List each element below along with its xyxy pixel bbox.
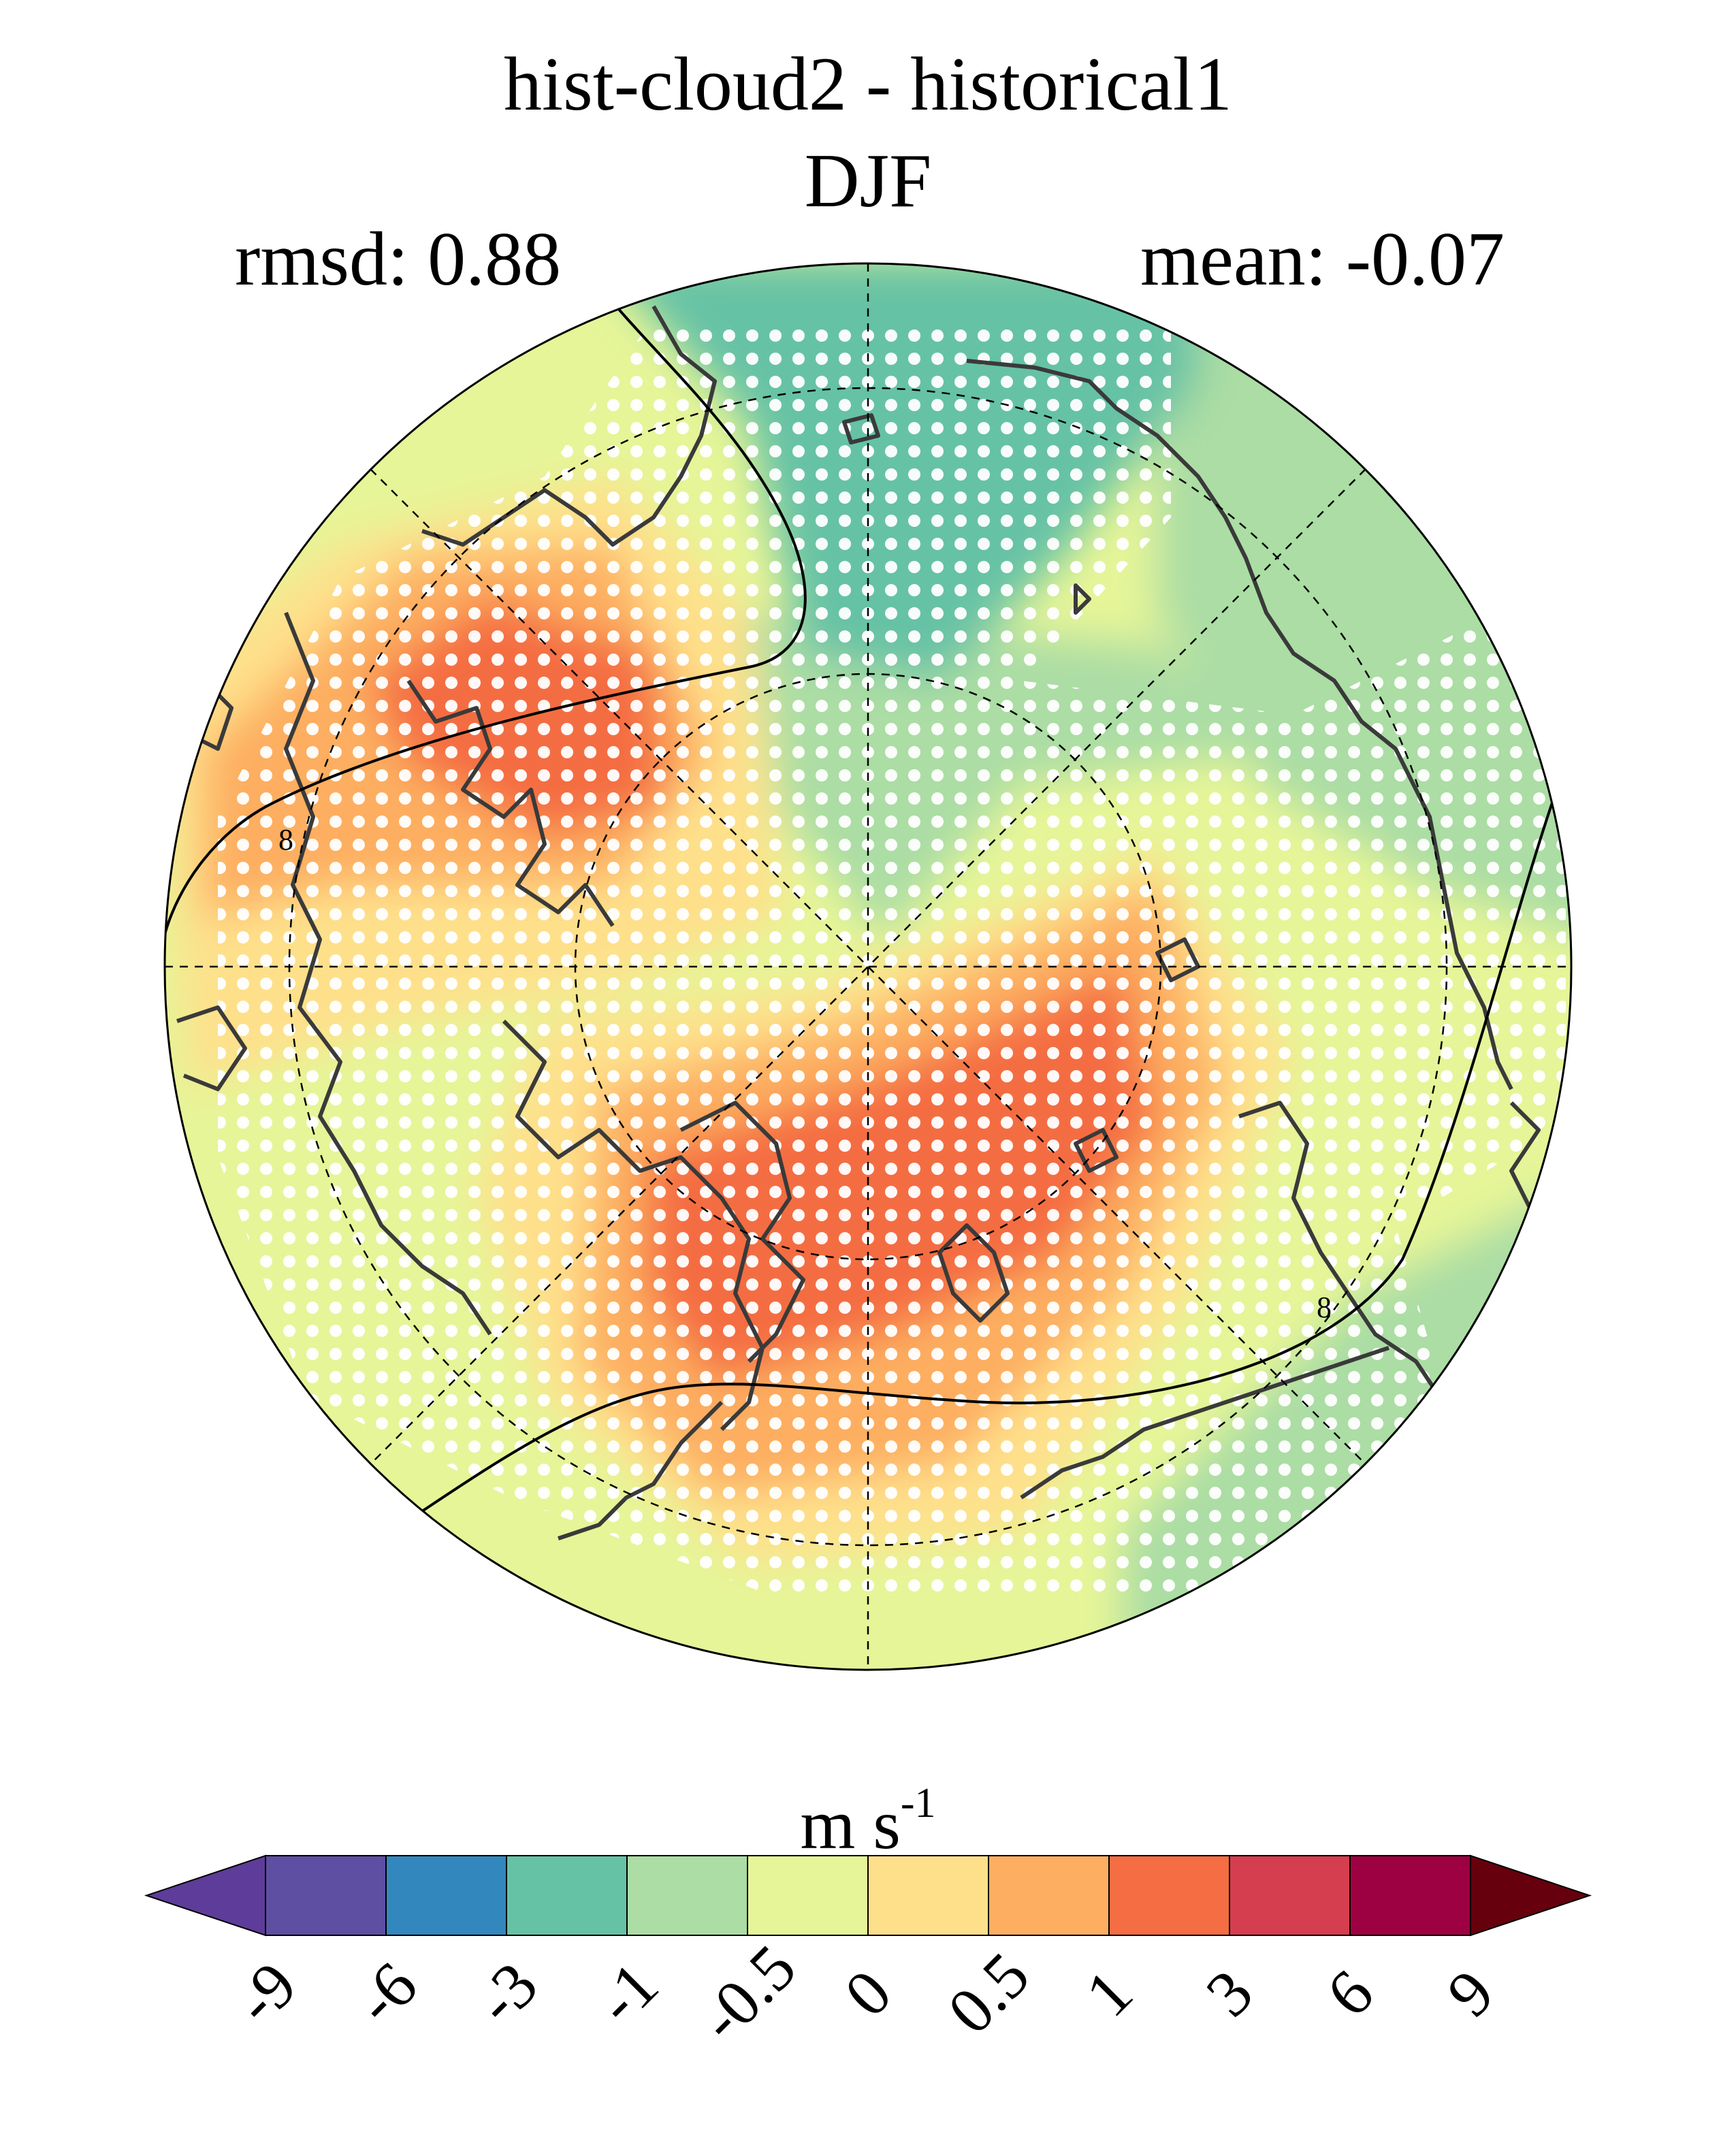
colorbar-box bbox=[265, 1855, 387, 1936]
colorbar-box bbox=[506, 1855, 628, 1936]
season-label: DJF bbox=[804, 139, 932, 223]
contour-lines bbox=[165, 285, 1560, 1513]
map-field bbox=[165, 263, 1571, 1670]
rmsd-label: rmsd: 0.88 bbox=[235, 217, 562, 302]
colorbar-box bbox=[385, 1855, 507, 1936]
coastlines bbox=[176, 305, 1541, 1540]
colorbar-box bbox=[626, 1855, 748, 1936]
colorbar-box bbox=[1349, 1855, 1471, 1936]
colorbar-box bbox=[867, 1855, 989, 1936]
colorbar-box bbox=[988, 1855, 1110, 1936]
colorbar-units: m s-1 bbox=[800, 1780, 936, 1864]
mean-label: mean: -0.07 bbox=[1140, 217, 1505, 302]
colorbar-box bbox=[1229, 1855, 1351, 1936]
colorbar-extend-max bbox=[1470, 1854, 1592, 1937]
map-border bbox=[163, 262, 1573, 1671]
contour-label: 8 bbox=[1317, 1291, 1332, 1324]
plot-title: hist-cloud2 - historical1 bbox=[503, 42, 1232, 127]
colorbar-box bbox=[747, 1855, 869, 1936]
contour-label: 8 bbox=[278, 823, 293, 856]
graticule bbox=[165, 263, 1571, 1670]
colorbar-extend-min bbox=[144, 1854, 266, 1937]
stippling bbox=[218, 327, 1566, 1600]
colorbar-box bbox=[1108, 1855, 1230, 1936]
